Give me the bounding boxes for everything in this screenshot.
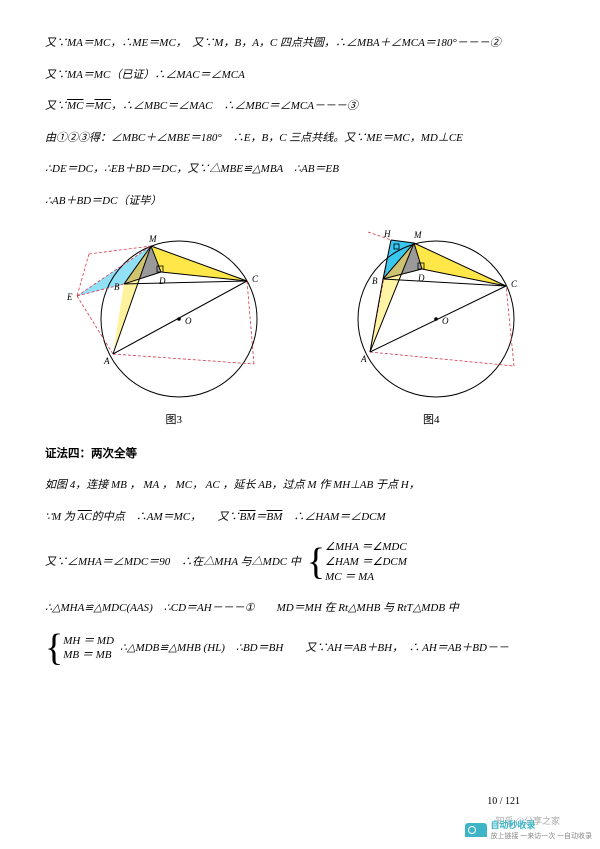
svg-text:A: A [360,354,367,364]
figure-4: H M C B A D O 图4 [316,224,546,428]
svg-text:C: C [252,274,259,284]
proof-4-line-3: 又∵∠MHA＝∠MDC＝90 ∴在△MHA 与△MDC 中 { ∠MHA ＝∠M… [45,540,560,585]
svg-text:E: E [66,292,73,302]
svg-text:H: H [383,229,391,239]
proof-4-line-5: { MH ＝ MDMB ＝ MB ∴△MDB≌△MHB (HL) ∴BD＝BH … [45,631,560,665]
watermark-text: 自动秒收录 [491,818,593,831]
svg-text:B: B [372,276,378,286]
figure-3-caption: 图3 [59,412,289,429]
proof-4-line-4: ∴△MHA≌△MDC(AAS) ∴CD＝AH－－－① MD＝MH 在 Rt△MH… [45,600,560,617]
equation-system-1: { ∠MHA ＝∠MDC∠HAM ＝∠DCMMC ＝ MA [307,540,407,585]
proof-4-line-2: ∵M 为 AC的中点 ∴AM＝MC， 又∵BM＝BM ∴∠HAM＝∠DCM [45,509,560,526]
watermark-logo-icon [465,823,487,837]
svg-text:A: A [103,356,110,366]
svg-text:O: O [442,316,449,326]
watermark-subtext: 放上链接 一来访一次 一自动收录 [491,831,593,841]
svg-text:M: M [148,234,157,244]
svg-text:D: D [158,276,166,286]
figure-4-caption: 图4 [316,412,546,429]
figure-4-svg: H M C B A D O [316,224,546,404]
page-content: 又∵MA＝MC，∴ME＝MC， 又∵M，B，A，C 四点共圆，∴∠MBA＋∠MC… [0,0,600,665]
svg-text:O: O [185,316,192,326]
proof-4-line-1: 如图 4，连接 MB ， MA ， MC， AC ，延长 AB，过点 M 作 M… [45,477,560,494]
equation-system-2: { MH ＝ MDMB ＝ MB [45,631,114,665]
figure-3: M C B A E D O 图3 [59,224,289,428]
page-number: 10 / 121 [487,796,520,807]
svg-text:B: B [114,282,120,292]
svg-text:D: D [417,273,425,283]
figure-3-svg: M C B A E D O [59,224,289,404]
proof-4-heading: 证法四：两次全等 [45,446,560,463]
svg-text:C: C [511,279,518,289]
watermark: 自动秒收录 放上链接 一来访一次 一自动收录 [465,818,593,841]
svg-text:M: M [413,230,422,240]
figure-row: M C B A E D O 图3 H M C B A D O 图4 [45,224,560,428]
proof-block-top: 又∵MA＝MC，∴ME＝MC， 又∵M，B，A，C 四点共圆，∴∠MBA＋∠MC… [45,35,560,209]
